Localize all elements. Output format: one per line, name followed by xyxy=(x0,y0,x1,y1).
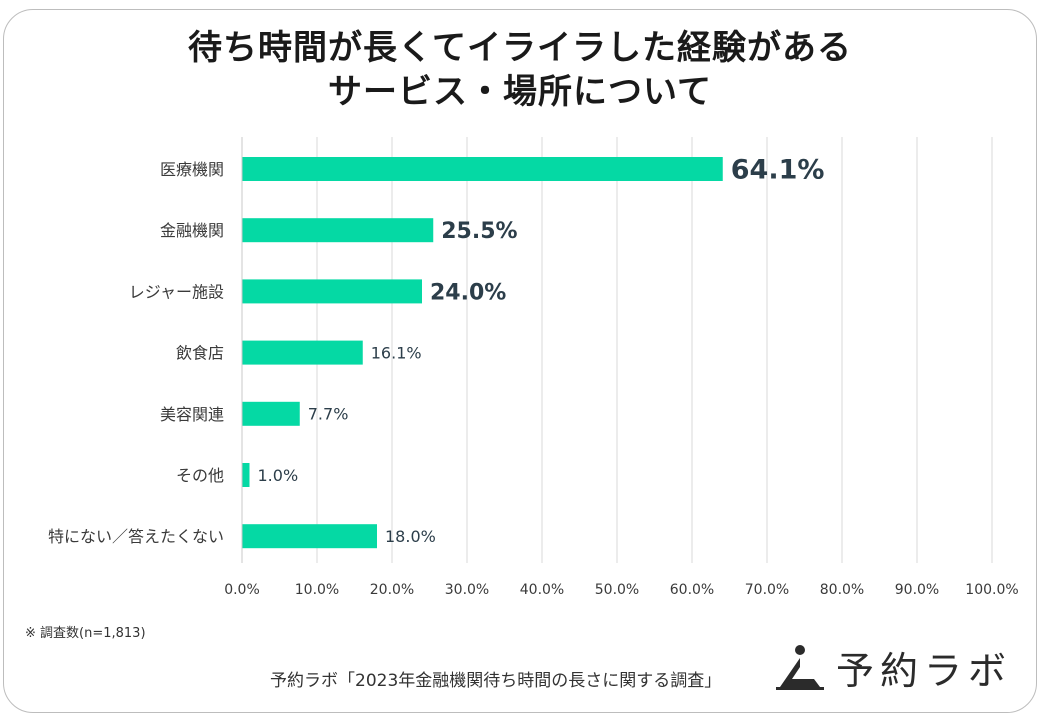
category-label: 特にない／答えたくない xyxy=(48,527,224,546)
category-label: 飲食店 xyxy=(176,344,224,363)
category-label: 医療機関 xyxy=(160,160,224,179)
chart-title-line1: 待ち時間が長くてイライラした経験がある xyxy=(188,28,852,68)
chart-frame xyxy=(3,9,1037,713)
brand-logo-text: 予約ラボ xyxy=(836,648,1013,693)
x-tick-label: 80.0% xyxy=(820,582,864,598)
value-label: 25.5% xyxy=(441,219,517,244)
bar xyxy=(242,463,250,487)
brand-logo: 予約ラボ xyxy=(774,641,1012,693)
x-tick-label: 60.0% xyxy=(670,582,714,598)
x-tick-label: 40.0% xyxy=(520,582,564,598)
source-credit: 予約ラボ「2023年金融機関待ち時間の長さに関する調査」 xyxy=(270,671,722,691)
x-tick-label: 50.0% xyxy=(595,582,639,598)
sample-size-note: ※ 調査数(n=1,813) xyxy=(25,626,146,641)
x-tick-label: 100.0% xyxy=(965,582,1018,598)
value-label: 24.0% xyxy=(430,280,506,305)
bar xyxy=(242,218,434,243)
x-tick-label: 70.0% xyxy=(745,582,789,598)
x-tick-label: 20.0% xyxy=(370,582,414,598)
category-label: 美容関連 xyxy=(160,405,224,424)
value-label: 16.1% xyxy=(371,343,422,362)
bar xyxy=(242,401,300,426)
x-tick-label: 90.0% xyxy=(895,582,939,598)
x-tick-label: 0.0% xyxy=(224,582,260,598)
category-label: レジャー施設 xyxy=(129,282,224,301)
category-label: その他 xyxy=(176,466,224,485)
x-tick-label: 10.0% xyxy=(295,582,339,598)
x-tick-label: 30.0% xyxy=(445,582,489,598)
bar xyxy=(242,524,377,549)
value-label: 7.7% xyxy=(308,405,349,424)
chart-title: 待ち時間が長くてイライラした経験がある サービス・場所について xyxy=(0,26,1040,114)
person-triangle-icon xyxy=(776,645,824,690)
category-label: 金融機関 xyxy=(160,221,224,240)
value-label: 1.0% xyxy=(258,466,299,485)
value-label: 18.0% xyxy=(385,527,436,546)
chart-title-line2: サービス・場所について xyxy=(328,72,712,112)
value-label: 64.1% xyxy=(731,155,825,186)
bar xyxy=(242,279,422,304)
bar xyxy=(242,340,363,365)
bar xyxy=(242,157,723,181)
